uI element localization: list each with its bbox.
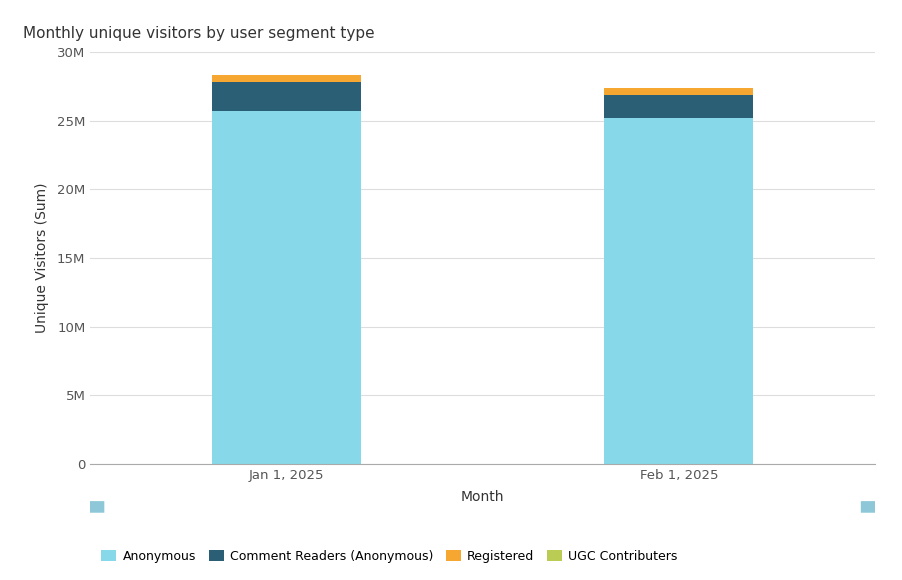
Text: Monthly unique visitors by user segment type: Monthly unique visitors by user segment … bbox=[23, 26, 375, 41]
Legend: Anonymous, Comment Readers (Anonymous), Registered, UGC Contributers: Anonymous, Comment Readers (Anonymous), … bbox=[97, 545, 682, 568]
Y-axis label: Unique Visitors (Sum): Unique Visitors (Sum) bbox=[34, 183, 49, 334]
Bar bbox=[604, 88, 753, 95]
FancyBboxPatch shape bbox=[861, 501, 878, 513]
Bar bbox=[212, 111, 361, 464]
Bar bbox=[212, 82, 361, 111]
Bar bbox=[212, 75, 361, 82]
Bar bbox=[604, 95, 753, 118]
FancyBboxPatch shape bbox=[87, 501, 105, 513]
Bar bbox=[604, 118, 753, 464]
X-axis label: Month: Month bbox=[461, 490, 504, 504]
